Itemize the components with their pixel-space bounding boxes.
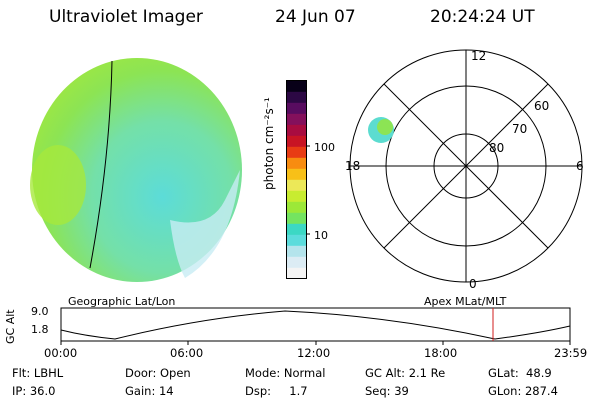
bright-region	[30, 145, 86, 225]
orbit-xtick-0600: 06:00	[170, 346, 204, 360]
info-glat: GLat: 48.9	[488, 366, 552, 380]
uv-footprint-core	[377, 119, 393, 135]
info-door: Door: Open	[125, 366, 191, 380]
orbit-left-title: Geographic Lat/Lon	[68, 295, 176, 308]
dayglow-region	[170, 170, 240, 278]
mlt-label-6: 6	[576, 159, 584, 173]
colorbar-cell	[286, 102, 307, 114]
mlt-label-12: 12	[471, 49, 486, 63]
orbit-ytick-high: 9.0	[31, 305, 49, 318]
colorbar-cell	[286, 80, 307, 92]
colorbar-cell	[286, 168, 307, 180]
colorbar-cell	[286, 223, 307, 235]
mlt-label-18: 18	[345, 159, 360, 173]
colorbar-cell	[286, 234, 307, 246]
info-dsp: Dsp: 1.7	[245, 384, 308, 398]
info-flt: Flt: LBHL	[12, 366, 64, 380]
info-seq: Seq: 39	[365, 384, 409, 398]
info-mode: Mode: Normal	[245, 366, 326, 380]
orbit-ytick-low: 1.8	[31, 323, 49, 336]
lat-label-80: 80	[489, 141, 504, 155]
colorbar-cell	[286, 124, 307, 136]
orbit-xtick-0000: 00:00	[44, 346, 78, 360]
colorbar-tick-100: 100	[314, 141, 335, 154]
date-label: 24 Jun 07	[275, 7, 356, 27]
orbit-xtick-1800: 18:00	[424, 346, 458, 360]
colorbar	[286, 80, 310, 279]
colorbar-cell	[286, 146, 307, 158]
mlt-label-0: 0	[469, 277, 477, 291]
colorbar-cell	[286, 113, 307, 125]
colorbar-cell	[286, 256, 307, 268]
colorbar-cell	[286, 212, 307, 224]
colorbar-cell	[286, 135, 307, 147]
orbit-altitude-curve	[60, 310, 571, 340]
info-glon: GLon: 287.4	[488, 384, 558, 398]
info-ip: IP: 36.0	[12, 384, 56, 398]
colorbar-cell	[286, 190, 307, 202]
colorbar-cell	[286, 91, 307, 103]
terminator-line	[89, 60, 113, 269]
info-gain: Gain: 14	[125, 384, 174, 398]
polar-diagonal-b	[383, 83, 549, 249]
colorbar-cell	[286, 245, 307, 257]
colorbar-cell	[286, 201, 307, 213]
time-label: 20:24:24 UT	[430, 7, 535, 27]
colorbar-cell	[286, 157, 307, 169]
colorbar-cell	[286, 267, 307, 279]
lat-label-60: 60	[534, 99, 549, 113]
instrument-title: Ultraviolet Imager	[49, 7, 203, 27]
colorbar-cell	[286, 179, 307, 191]
info-gc-alt: GC Alt: 2.1 Re	[365, 366, 446, 380]
orbit-right-title: Apex MLat/MLT	[424, 295, 507, 308]
lat-label-70: 70	[512, 122, 527, 136]
orbit-xtick-2359: 23:59	[554, 346, 588, 360]
orbit-xtick-1200: 12:00	[297, 346, 331, 360]
colorbar-tick-10: 10	[314, 229, 328, 242]
